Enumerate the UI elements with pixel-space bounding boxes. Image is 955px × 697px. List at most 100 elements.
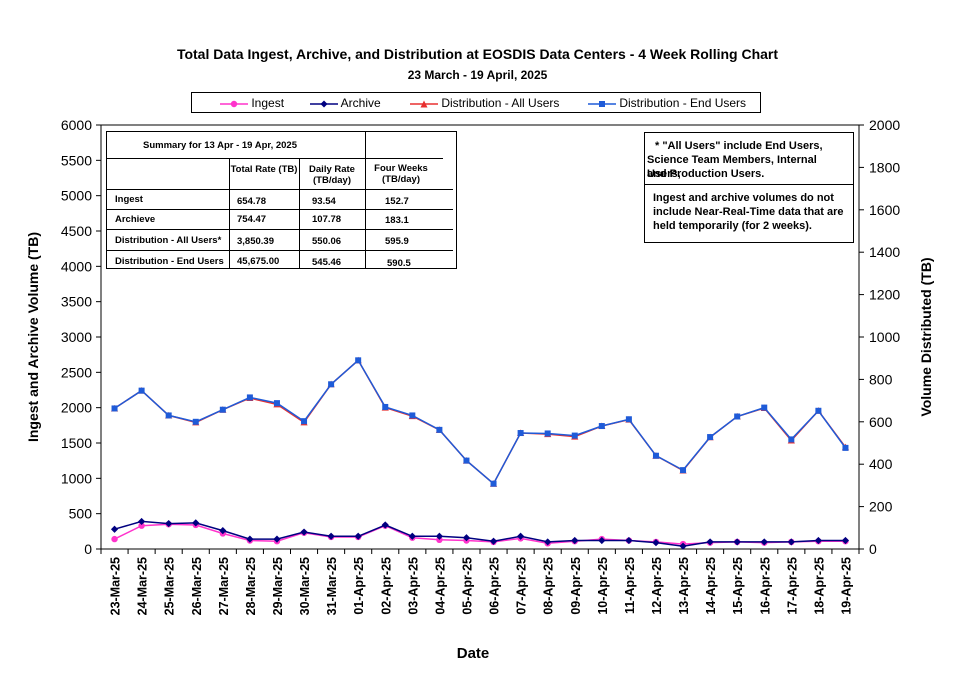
point-archive — [273, 535, 281, 543]
point-archive — [354, 532, 362, 540]
note-all-users-line-1: * "All Users" include End Users, — [655, 140, 823, 152]
summary-row-label: Ingest — [115, 194, 143, 205]
legend-marker-distribution-end — [588, 100, 616, 107]
point-archive — [517, 532, 525, 540]
y-right-tick-label: 0 — [869, 541, 877, 557]
summary-row-total: 3,850.39 — [237, 236, 274, 247]
point-archive — [435, 532, 443, 540]
summary-row-daily: 550.06 — [312, 236, 342, 247]
point-distribution-end-users — [246, 394, 253, 401]
point-archive — [733, 538, 741, 546]
point-archive — [760, 538, 768, 546]
x-tick-label: 11-Apr-25 — [623, 557, 637, 614]
y-left-tick-label: 3000 — [61, 329, 92, 345]
y-right-tick-label: 1800 — [869, 159, 900, 175]
point-distribution-end-users — [544, 430, 551, 437]
summary-row-four: 183.1 — [385, 215, 409, 226]
chart-subtitle: 23 March - 19 April, 2025 — [407, 68, 548, 82]
x-tick-label: 23-Mar-25 — [109, 557, 123, 615]
point-distribution-end-users — [382, 403, 389, 410]
point-distribution-end-users — [680, 467, 687, 474]
y-right-tick-label: 200 — [869, 499, 893, 515]
x-tick-label: 24-Mar-25 — [136, 557, 150, 615]
summary-row-four: 590.5 — [387, 258, 411, 269]
legend-label-archive: Archive — [340, 96, 381, 110]
point-archive — [219, 527, 227, 535]
x-tick-label: 06-Apr-25 — [488, 557, 502, 615]
y-right-axis-title: Volume Distributed (TB) — [918, 257, 934, 416]
note-all-users-line-2: Science Team Members, Internal Users, — [647, 154, 817, 180]
point-archive — [625, 536, 633, 545]
legend-label-distribution-all: Distribution - All Users — [441, 96, 560, 110]
x-tick-label: 08-Apr-25 — [542, 557, 556, 615]
x-tick-label: 13-Apr-25 — [677, 557, 691, 615]
summary-row-total: 45,675.00 — [237, 256, 280, 267]
x-tick-label: 05-Apr-25 — [460, 557, 474, 615]
legend-marker-ingest — [220, 100, 248, 108]
point-distribution-end-users — [273, 400, 280, 407]
point-distribution-end-users — [192, 418, 199, 425]
point-distribution-end-users — [301, 418, 308, 425]
x-tick-label: 28-Mar-25 — [244, 557, 258, 615]
point-distribution-end-users — [625, 416, 632, 423]
y-left-tick-label: 5500 — [61, 152, 92, 168]
y-left-tick-label: 4000 — [61, 258, 92, 274]
point-archive — [544, 538, 552, 546]
y-left-axis-title: Ingest and Archive Volume (TB) — [25, 232, 41, 442]
x-tick-label: 19-Apr-25 — [839, 557, 853, 615]
point-distribution-end-users — [463, 457, 470, 464]
note-ingest-line-3: held temporarily (for 2 weeks). — [653, 220, 812, 232]
x-tick-label: 10-Apr-25 — [596, 557, 610, 615]
point-distribution-end-users — [219, 406, 226, 413]
notes-box: * "All Users" include End Users, Science… — [644, 132, 854, 243]
note-ingest-line-2: include Near-Real-Time data that are — [653, 206, 844, 218]
x-axis-title: Date — [457, 645, 490, 662]
point-distribution-end-users — [165, 412, 172, 419]
x-tick-label: 30-Mar-25 — [298, 557, 312, 615]
point-distribution-end-users — [409, 412, 416, 419]
y-right-tick-label: 2000 — [869, 117, 900, 133]
x-tick-label: 26-Mar-25 — [190, 557, 204, 615]
point-distribution-end-users — [652, 452, 659, 459]
point-distribution-end-users — [436, 426, 443, 433]
y-right-tick-label: 1200 — [869, 287, 900, 303]
y-left-tick-label: 2500 — [61, 364, 92, 380]
point-archive — [327, 532, 335, 540]
summary-row-four: 152.7 — [385, 196, 409, 207]
legend-item-distribution-end: Distribution - End Users — [588, 96, 746, 110]
point-ingest — [138, 522, 145, 529]
x-tick-label: 03-Apr-25 — [406, 557, 420, 615]
point-archive — [462, 534, 471, 542]
summary-heading: Summary for 13 Apr - 19 Apr, 2025 — [143, 140, 297, 151]
summary-row-label: Distribution - End Users — [115, 256, 224, 267]
legend-item-distribution-all: Distribution - All Users — [410, 96, 559, 110]
summary-row-daily: 107.78 — [312, 214, 342, 225]
point-archive — [814, 536, 822, 545]
point-distribution-end-users — [517, 430, 524, 437]
y-left-tick-label: 5000 — [61, 188, 92, 204]
y-right-tick-label: 1000 — [869, 329, 900, 345]
summary-row-daily: 93.54 — [312, 196, 336, 207]
legend-label-ingest: Ingest — [251, 96, 285, 110]
series-line-archive — [114, 520, 846, 547]
y-left-tick-label: 2000 — [61, 400, 92, 416]
point-archive — [489, 537, 498, 545]
y-right-tick-label: 1600 — [869, 202, 900, 218]
series-line-distribution-all-users — [114, 359, 847, 485]
point-archive — [679, 542, 687, 550]
point-distribution-end-users — [598, 423, 605, 430]
x-tick-label: 04-Apr-25 — [433, 557, 447, 615]
point-archive — [598, 536, 606, 545]
x-tick-label: 15-Apr-25 — [731, 557, 745, 615]
point-archive — [300, 528, 308, 536]
summary-row-four: 595.9 — [385, 236, 409, 247]
point-archive — [787, 538, 795, 546]
point-archive — [571, 536, 579, 545]
note-all-users-line-3: and Production Users. — [647, 168, 765, 180]
x-tick-label: 18-Apr-25 — [812, 557, 826, 615]
summary-row-daily: 545.46 — [312, 257, 342, 268]
point-archive — [192, 519, 200, 527]
x-tick-label: 31-Mar-25 — [325, 557, 339, 615]
y-left-tick-label: 1000 — [61, 470, 92, 486]
